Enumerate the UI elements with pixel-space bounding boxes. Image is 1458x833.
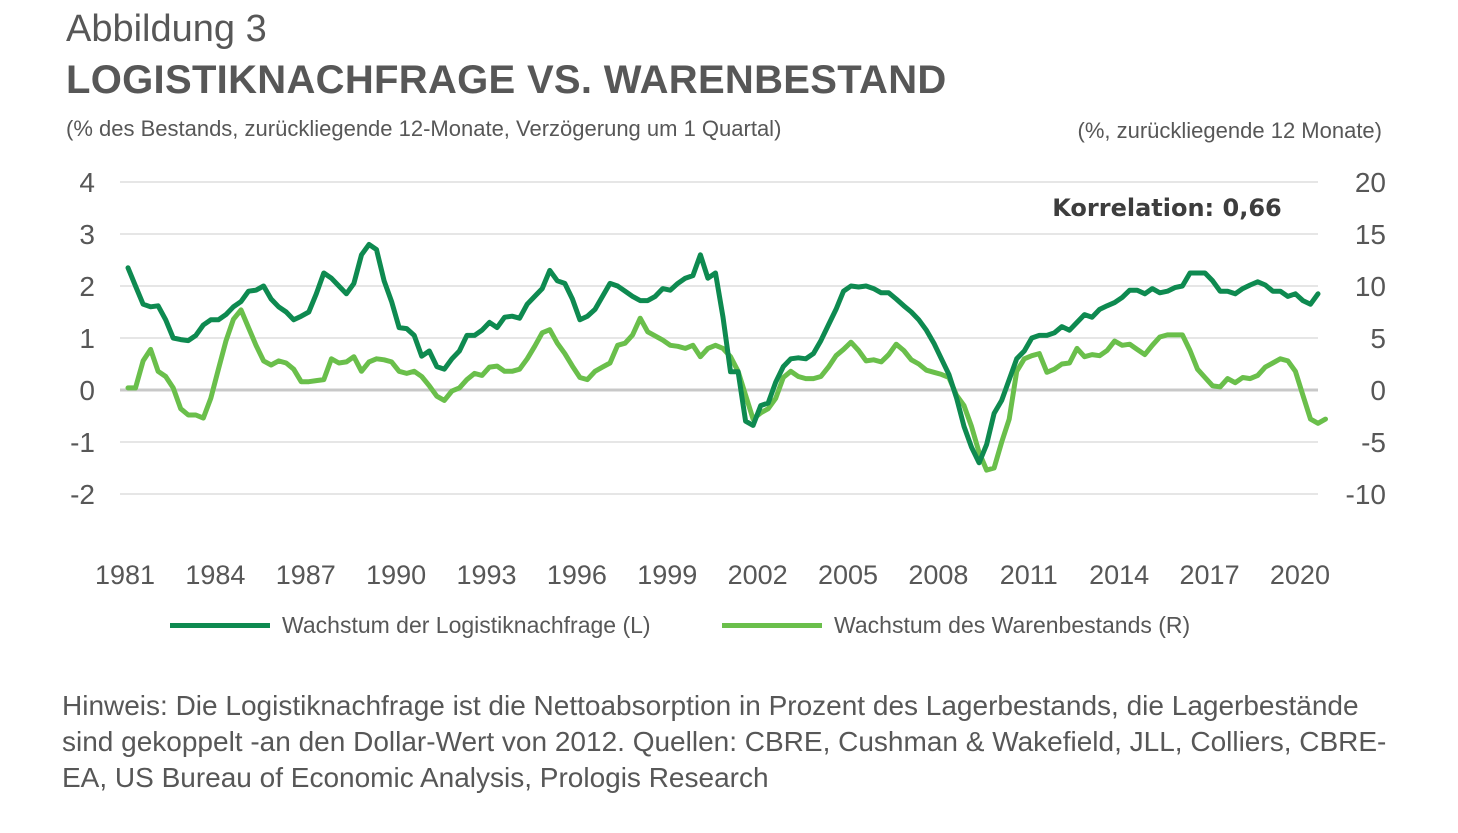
y-left-tick-label: 2 — [79, 271, 95, 302]
y-left-tick-label: -1 — [70, 427, 95, 458]
series-line-demand — [125, 241, 1321, 466]
x-tick-label: 1987 — [276, 560, 336, 590]
y-left-tick-label: 3 — [79, 219, 95, 250]
legend-swatch-inventory — [722, 623, 822, 628]
figure-number: Abbildung 3 — [66, 8, 267, 50]
x-tick-label: 1990 — [366, 560, 426, 590]
x-tick-label: 2005 — [818, 560, 878, 590]
legend-item-demand: Wachstum der Logistiknachfrage (L) — [170, 612, 651, 639]
y-right-tick-label: 20 — [1355, 167, 1386, 198]
right-axis-unit-label: (%, zurückliegende 12 Monate) — [1077, 118, 1383, 143]
x-axis-ticks: 1981 1984 1987 1990 1993 1996 1999 2002 2005 2008… — [95, 560, 1330, 590]
gridlines — [120, 181, 1318, 495]
chart-title: LOGISTIKNACHFRAGE VS. WARENBESTAND — [66, 58, 947, 102]
x-tick-label: 1996 — [547, 560, 607, 590]
y-right-tick-label: -5 — [1361, 427, 1386, 458]
y-left-tick-label: 0 — [79, 375, 95, 406]
y-right-tick-label: -10 — [1346, 479, 1386, 510]
footnote: Hinweis: Die Logistiknachfrage ist die N… — [62, 690, 1387, 793]
x-tick-label: 2020 — [1270, 560, 1330, 590]
x-tick-label: 2014 — [1089, 560, 1149, 590]
x-tick-label: 1984 — [185, 560, 245, 590]
legend-label-inventory: Wachstum des Warenbestands (R) — [834, 612, 1191, 638]
left-axis-unit-label: (% des Bestands, zurückliegende 12-Monat… — [66, 116, 782, 141]
y-left-tick-label: 1 — [79, 323, 95, 354]
y-left-tick-label: 4 — [79, 167, 95, 198]
right-axis-ticks: 20 15 10 5 0 -5 -10 — [1346, 167, 1386, 510]
x-tick-label: 1993 — [456, 560, 516, 590]
series-lines — [125, 241, 1328, 473]
left-axis-ticks: 4 3 2 1 0 -1 -2 — [70, 167, 95, 510]
y-right-tick-label: 10 — [1355, 271, 1386, 302]
legend-item-inventory: Wachstum des Warenbestands (R) — [722, 612, 1190, 639]
y-right-tick-label: 15 — [1355, 219, 1386, 250]
x-tick-label: 1999 — [637, 560, 697, 590]
y-right-tick-label: 0 — [1370, 375, 1386, 406]
x-tick-label: 2008 — [908, 560, 968, 590]
x-tick-label: 2017 — [1180, 560, 1240, 590]
legend-label-demand: Wachstum der Logistiknachfrage (L) — [282, 612, 651, 638]
correlation-annotation: Korrelation: 0,66 — [1052, 194, 1281, 222]
legend-swatch-demand — [170, 623, 270, 628]
y-right-tick-label: 5 — [1370, 323, 1386, 354]
y-left-tick-label: -2 — [70, 479, 95, 510]
x-tick-label: 2011 — [1000, 560, 1058, 590]
x-tick-label: 1981 — [95, 560, 155, 590]
x-tick-label: 2002 — [728, 560, 788, 590]
